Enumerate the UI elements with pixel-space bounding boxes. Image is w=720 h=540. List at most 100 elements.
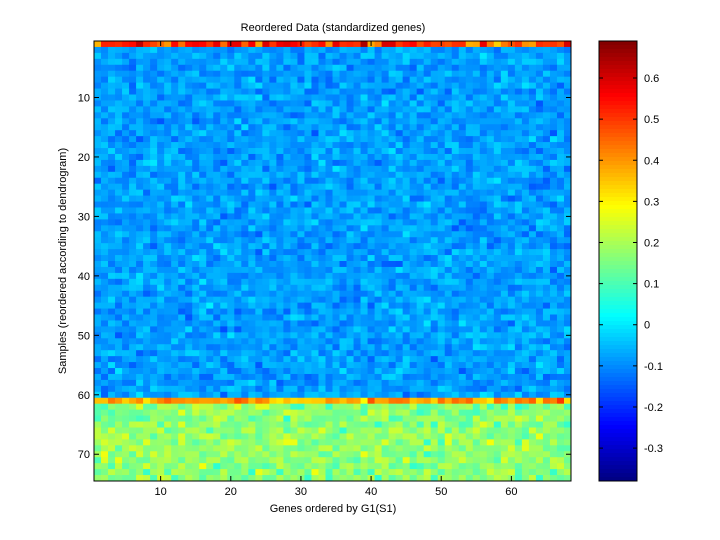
heatmap-cell (94, 136, 102, 143)
heatmap-cell (192, 225, 200, 232)
heatmap-cell (521, 463, 530, 470)
heatmap-cell (367, 136, 375, 143)
heatmap-cell (213, 183, 221, 191)
heatmap-cell (437, 136, 446, 143)
heatmap-cell (416, 427, 425, 434)
heatmap-cell (283, 308, 291, 315)
heatmap-cell (241, 159, 249, 167)
heatmap-cell (353, 415, 361, 422)
heatmap-cell (374, 225, 382, 232)
heatmap-cell (101, 153, 109, 161)
heatmap-cell (556, 320, 565, 327)
heatmap-cell (556, 58, 565, 66)
heatmap-cell (486, 415, 495, 422)
heatmap-cell (178, 469, 186, 476)
heatmap-cell (507, 118, 516, 125)
heatmap-cell (493, 433, 502, 440)
heatmap-cell (493, 457, 502, 464)
heatmap-cell (416, 243, 425, 250)
heatmap-cell (199, 189, 207, 196)
heatmap-cell (500, 82, 509, 89)
heatmap-cell (304, 231, 312, 238)
heatmap-cell (367, 427, 375, 434)
heatmap-cell (514, 153, 523, 161)
heatmap-cell (507, 284, 516, 292)
heatmap-cell (220, 112, 228, 119)
heatmap-cell (178, 332, 186, 339)
heatmap-cell (500, 41, 509, 48)
heatmap-cell (367, 332, 375, 339)
heatmap-cell (108, 76, 116, 84)
heatmap-cell (297, 58, 305, 66)
heatmap-cell (283, 427, 291, 434)
heatmap-cell (255, 94, 263, 101)
heatmap-cell (409, 338, 418, 345)
heatmap-cell (94, 338, 102, 345)
heatmap-cell (150, 106, 158, 113)
heatmap-cell (402, 338, 411, 345)
heatmap-cell (171, 249, 179, 256)
heatmap-cell (423, 451, 432, 458)
heatmap-cell (283, 225, 291, 232)
heatmap-cell (325, 70, 333, 78)
heatmap-cell (269, 255, 277, 262)
heatmap-cell (332, 58, 340, 66)
heatmap-cell (549, 296, 558, 304)
heatmap-cell (136, 82, 144, 89)
heatmap-cell (451, 64, 460, 72)
heatmap-cell (206, 356, 214, 363)
heatmap-cell (374, 272, 382, 280)
heatmap-cell (360, 118, 368, 125)
heatmap-cell (178, 433, 186, 440)
heatmap-cell (248, 106, 256, 113)
heatmap-cell (220, 463, 228, 470)
heatmap-cell (143, 266, 151, 274)
heatmap-cell (129, 237, 137, 244)
heatmap-cell (297, 177, 305, 185)
heatmap-cell (346, 255, 354, 262)
heatmap-cell (157, 46, 165, 54)
heatmap-cell (325, 469, 333, 476)
heatmap-cell (185, 284, 193, 292)
heatmap-cell (318, 243, 326, 250)
heatmap-cell (234, 391, 242, 399)
heatmap-cell (129, 338, 137, 345)
heatmap-cell (255, 106, 263, 113)
heatmap-cell (318, 165, 326, 173)
heatmap-cell (479, 320, 488, 327)
heatmap-cell (213, 136, 221, 143)
heatmap-cell (451, 266, 460, 274)
heatmap-cell (507, 391, 516, 399)
heatmap-cell (171, 320, 179, 327)
heatmap-cell (507, 171, 516, 179)
heatmap-cell (437, 58, 446, 66)
heatmap-cell (444, 201, 453, 208)
heatmap-cell (500, 153, 509, 161)
heatmap-cell (479, 469, 488, 476)
heatmap-cell (339, 457, 347, 464)
heatmap-cell (381, 469, 390, 476)
heatmap-cell (311, 225, 319, 232)
heatmap-cell (311, 58, 319, 66)
heatmap-cell (220, 225, 228, 232)
heatmap-cell (556, 314, 565, 321)
heatmap-cell (241, 439, 249, 446)
heatmap-cell (262, 64, 270, 72)
heatmap-cell (220, 106, 228, 113)
heatmap-cell (164, 225, 172, 232)
heatmap-cell (472, 41, 481, 48)
heatmap-cell (234, 332, 242, 339)
heatmap-cell (458, 94, 467, 101)
heatmap-cell (290, 296, 298, 304)
heatmap-cell (220, 165, 228, 173)
heatmap-cell (276, 409, 284, 416)
heatmap-cell (206, 368, 214, 375)
heatmap-cell (360, 225, 368, 232)
heatmap-cell (374, 94, 382, 101)
heatmap-cell (255, 326, 263, 333)
heatmap-cell (227, 397, 235, 405)
heatmap-cell (367, 142, 375, 149)
heatmap-cell (122, 290, 130, 298)
heatmap-cell (185, 249, 193, 256)
heatmap-cell (563, 427, 572, 434)
